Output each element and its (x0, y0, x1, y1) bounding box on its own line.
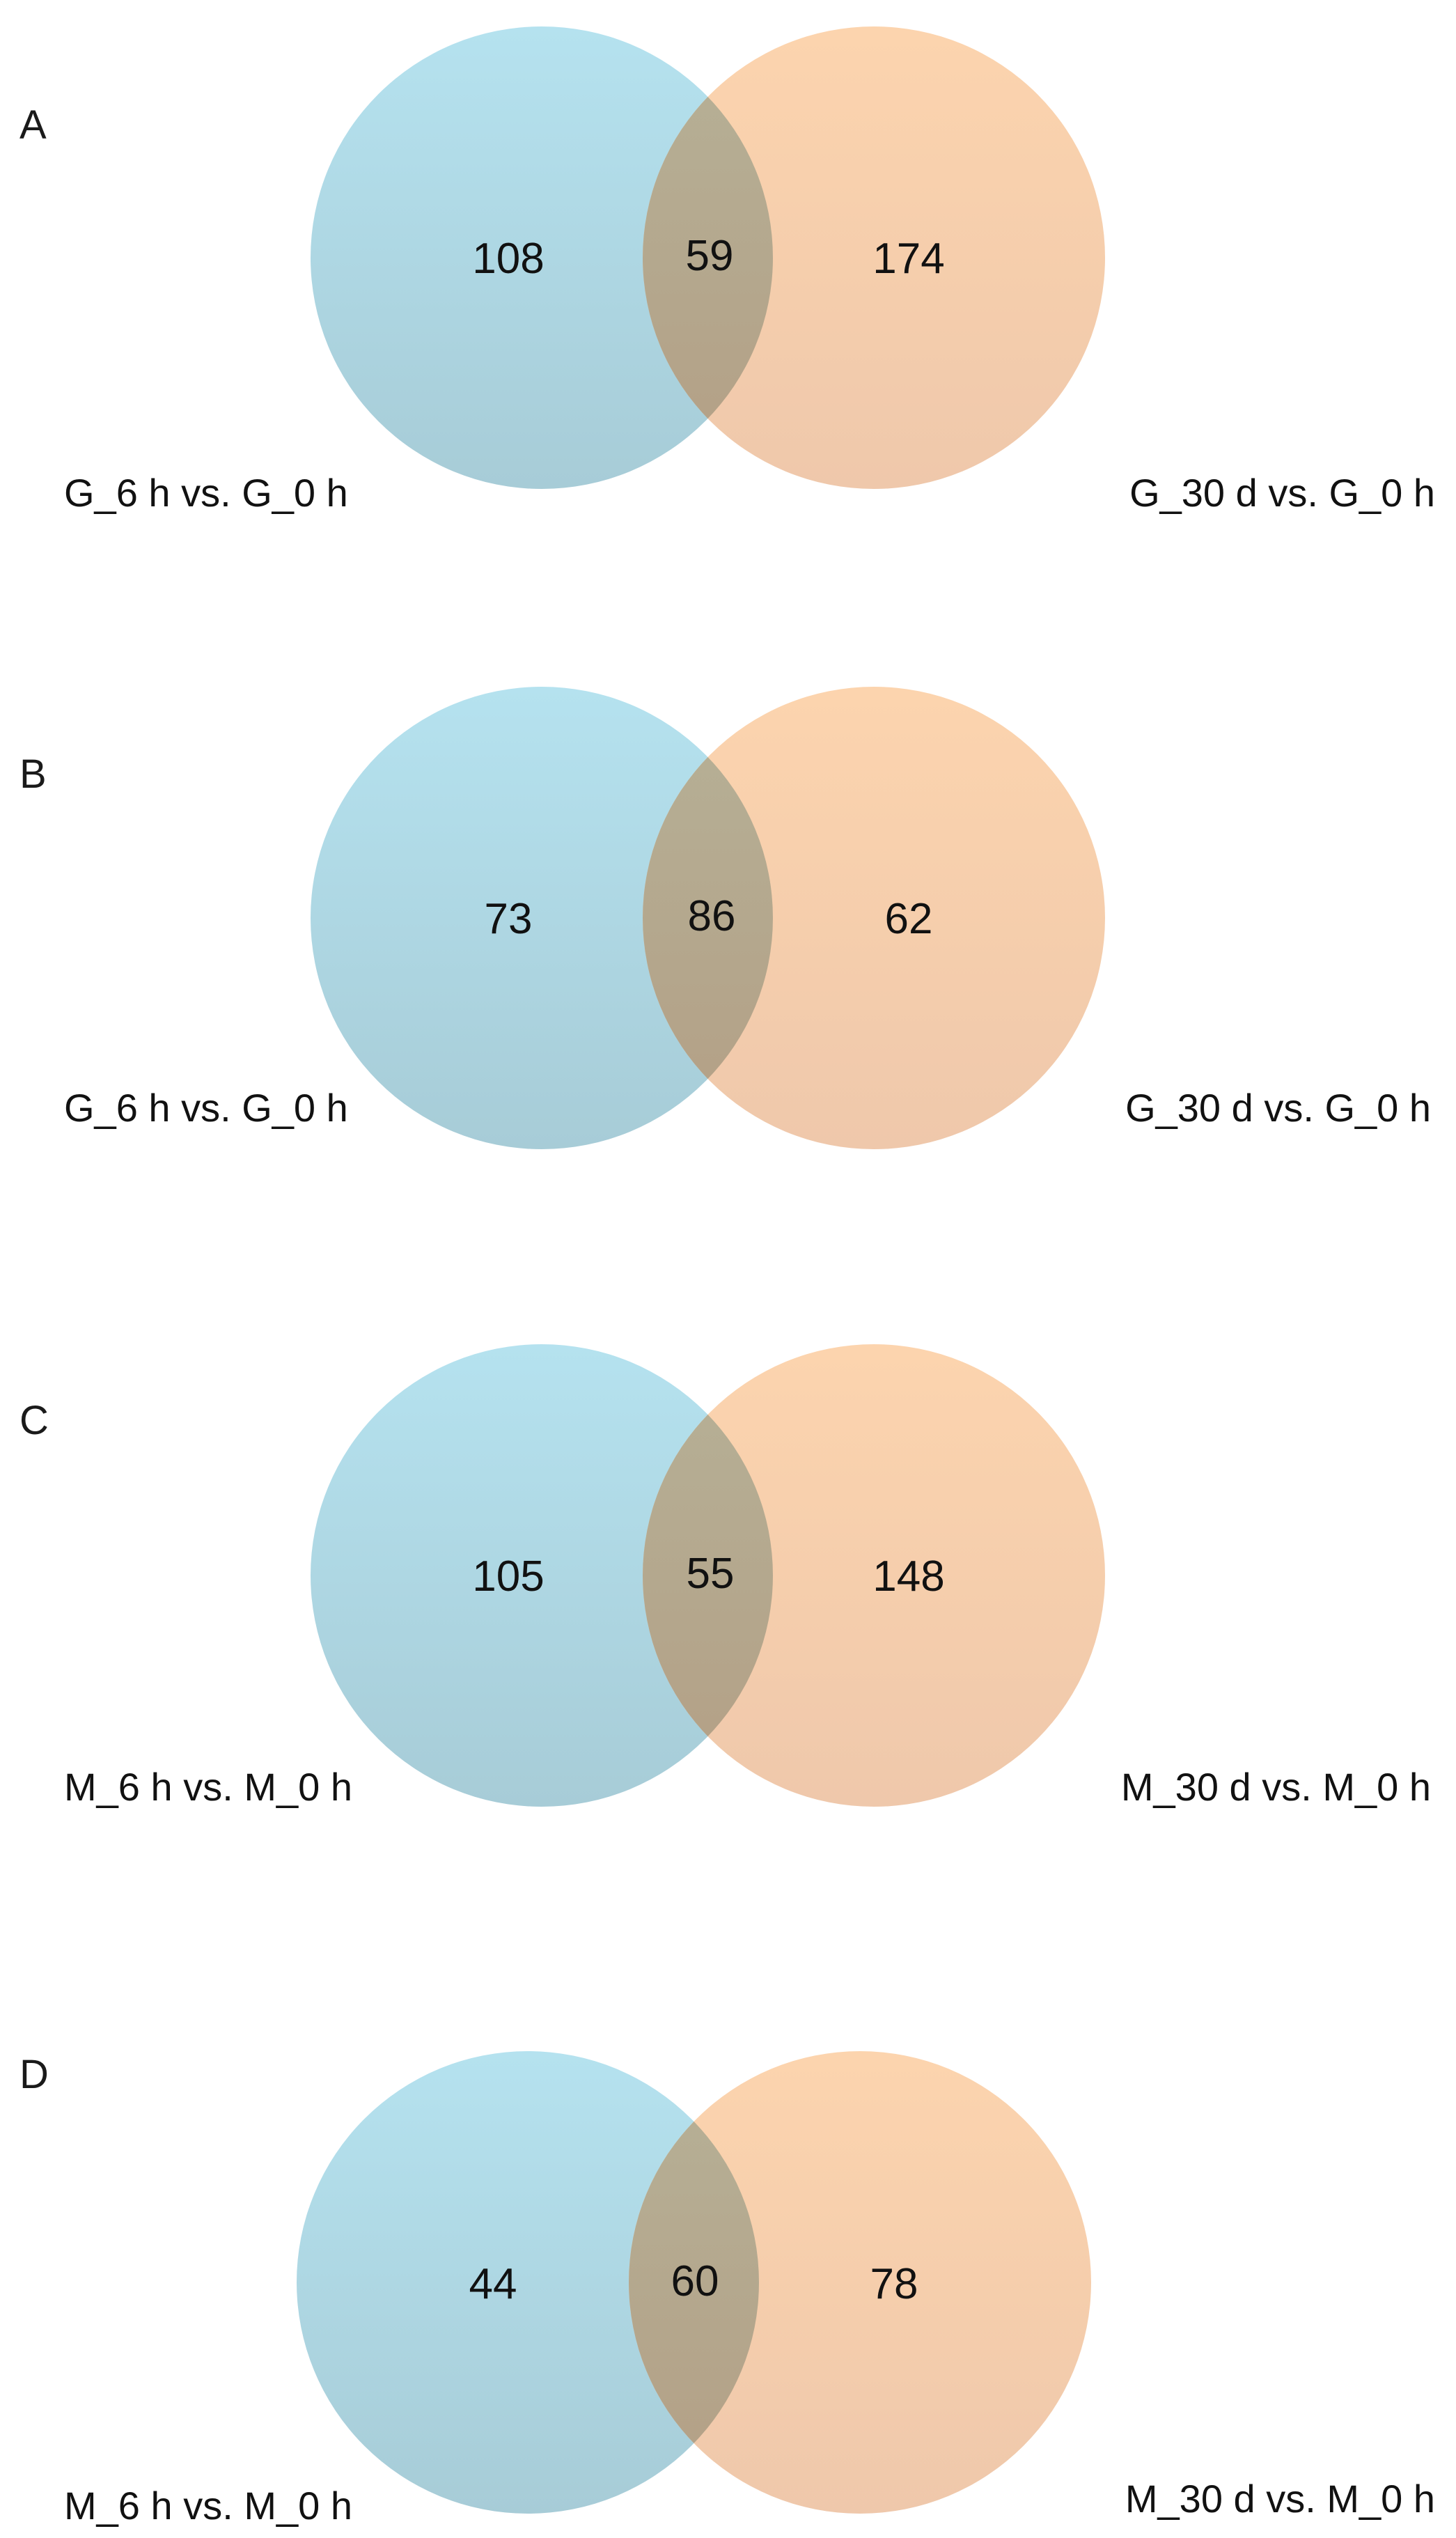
right-only-count: 62 (885, 895, 933, 943)
panel-letter: C (19, 1398, 49, 1443)
venn-panel-b: B 73 86 62 G_6 h vs. G_0 h G_30 d vs. G_… (19, 687, 1431, 1149)
left-set-circle (311, 1344, 773, 1807)
right-set-label: M_30 d vs. M_0 h (1121, 1765, 1431, 1809)
overlap-count: 59 (686, 232, 734, 280)
left-set-label: M_6 h vs. M_0 h (64, 2484, 352, 2528)
right-set-circle (643, 26, 1105, 489)
overlap-count: 60 (671, 2257, 719, 2305)
left-only-count: 73 (485, 895, 533, 943)
left-set-label: G_6 h vs. G_0 h (64, 471, 348, 515)
venn-panel-c: C 105 55 148 M_6 h vs. M_0 h M_30 d vs. … (19, 1344, 1431, 1809)
right-set-circle (643, 1344, 1105, 1807)
left-set-circle (311, 687, 773, 1149)
panel-letter: A (19, 102, 47, 148)
left-only-count: 105 (472, 1552, 544, 1601)
left-only-count: 108 (472, 235, 544, 283)
right-set-label: G_30 d vs. G_0 h (1129, 471, 1435, 515)
right-set-label: M_30 d vs. M_0 h (1125, 2477, 1435, 2521)
venn-panel-a: A 108 59 174 G_6 h vs. G_0 h G_30 d vs. … (19, 26, 1435, 515)
right-set-label: G_30 d vs. G_0 h (1125, 1086, 1431, 1130)
left-set-label: M_6 h vs. M_0 h (64, 1765, 352, 1809)
overlap-count: 86 (688, 892, 736, 940)
right-only-count: 174 (872, 235, 944, 283)
panel-letter: B (19, 752, 47, 797)
right-set-circle (643, 687, 1105, 1149)
panel-letter: D (19, 2052, 49, 2097)
left-set-circle (311, 26, 773, 489)
right-set-circle (629, 2051, 1091, 2514)
left-set-label: G_6 h vs. G_0 h (64, 1086, 348, 1130)
overlap-count: 55 (687, 1550, 735, 1598)
venn-panel-d: D 44 60 78 M_6 h vs. M_0 h M_30 d vs. M_… (19, 2051, 1435, 2528)
left-only-count: 44 (469, 2260, 517, 2308)
right-only-count: 148 (872, 1552, 944, 1601)
right-only-count: 78 (870, 2260, 918, 2308)
left-set-circle (297, 2051, 759, 2514)
